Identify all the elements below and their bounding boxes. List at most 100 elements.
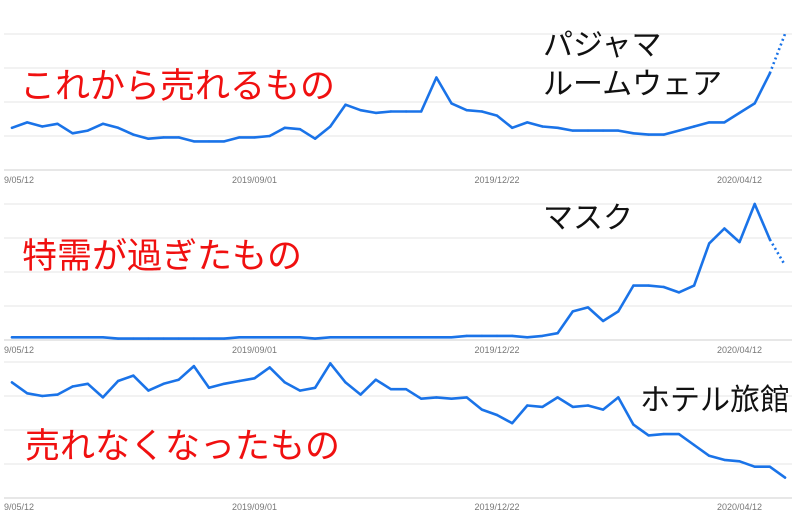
data-point xyxy=(465,396,468,399)
data-point xyxy=(374,111,377,115)
x-tick-label: 9/05/12 xyxy=(4,175,34,185)
data-point xyxy=(541,405,544,409)
data-point xyxy=(753,465,756,468)
data-point xyxy=(495,334,499,338)
data-point xyxy=(708,454,711,457)
data-point xyxy=(41,336,44,339)
data-point xyxy=(541,334,544,338)
data-point xyxy=(86,382,90,385)
data-point xyxy=(662,133,665,136)
data-point xyxy=(147,137,150,140)
data-point xyxy=(495,114,499,117)
data-point xyxy=(738,460,741,463)
category-label-past-boom: 特需が過ぎたもの xyxy=(22,237,303,277)
item-label-pajama: パジャマ xyxy=(543,28,662,63)
data-point xyxy=(344,381,347,384)
data-point xyxy=(783,476,787,479)
data-point xyxy=(86,129,90,132)
data-point xyxy=(344,103,347,106)
data-point xyxy=(253,336,256,339)
item-label-hotel: ホテル旅館 xyxy=(640,383,790,418)
data-point xyxy=(586,404,590,407)
data-point xyxy=(389,388,393,391)
data-point xyxy=(101,396,105,399)
data-point xyxy=(192,337,196,340)
x-tick-label: 9/05/12 xyxy=(4,345,34,355)
data-point xyxy=(526,336,529,339)
data-point xyxy=(601,408,605,411)
series-line xyxy=(10,362,787,479)
data-point xyxy=(253,136,256,139)
data-point xyxy=(420,336,423,339)
data-point xyxy=(601,129,605,132)
item-label-mask: マスク xyxy=(543,201,633,236)
data-point xyxy=(450,397,453,400)
data-point xyxy=(420,397,423,400)
data-point xyxy=(329,362,332,365)
data-point xyxy=(480,110,484,113)
data-point xyxy=(283,336,286,339)
data-point xyxy=(71,385,74,388)
data-point xyxy=(177,337,180,340)
data-point xyxy=(56,336,59,339)
data-point xyxy=(617,129,620,132)
data-point xyxy=(268,134,271,138)
data-point xyxy=(207,337,211,340)
x-tick-label: 2019/09/01 xyxy=(232,175,277,185)
data-point xyxy=(26,392,29,395)
data-point xyxy=(511,422,514,425)
data-point xyxy=(238,136,241,139)
data-point xyxy=(723,458,726,462)
data-point xyxy=(511,334,514,338)
data-point xyxy=(71,132,74,135)
data-point xyxy=(253,377,256,380)
data-point xyxy=(313,137,317,140)
data-point xyxy=(556,396,559,399)
data-point xyxy=(177,378,180,381)
data-point xyxy=(647,133,650,136)
data-point xyxy=(662,432,665,436)
data-point xyxy=(480,334,484,338)
data-point xyxy=(632,132,635,135)
data-point xyxy=(708,242,711,245)
series-line-partial xyxy=(768,33,787,74)
data-point xyxy=(692,443,696,447)
data-point xyxy=(56,122,59,126)
data-point xyxy=(298,336,302,339)
data-point xyxy=(223,337,226,340)
data-point xyxy=(116,126,120,129)
data-point xyxy=(571,405,574,409)
data-point xyxy=(435,76,438,79)
data-point xyxy=(132,337,135,340)
data-point xyxy=(359,109,362,112)
data-point xyxy=(223,140,226,143)
data-point xyxy=(677,432,681,436)
data-point xyxy=(450,102,453,105)
data-point xyxy=(86,336,90,339)
data-point xyxy=(116,337,120,340)
data-point xyxy=(268,336,271,339)
data-point xyxy=(738,240,741,244)
data-point xyxy=(132,133,135,136)
chart-panel-2: 9/05/12 2019/09/01 2019/12/22 2020/04/12 xyxy=(4,202,792,355)
data-point xyxy=(283,381,286,384)
data-point xyxy=(526,404,529,407)
data-point xyxy=(435,336,438,339)
data-point xyxy=(313,337,317,340)
chart-panel-3: 9/05/12 2019/09/01 2019/12/22 2020/04/12 xyxy=(4,361,792,512)
data-point xyxy=(632,284,635,287)
data-point xyxy=(313,386,317,389)
data-point xyxy=(101,336,105,339)
data-point xyxy=(359,336,362,339)
data-point xyxy=(389,110,393,113)
data-point xyxy=(571,310,574,313)
data-point xyxy=(647,284,650,287)
data-point xyxy=(435,396,438,399)
x-tick-label: 2019/12/22 xyxy=(474,502,519,512)
data-point xyxy=(495,413,499,417)
data-point xyxy=(738,111,741,115)
data-point xyxy=(556,332,559,335)
data-point xyxy=(207,386,211,389)
